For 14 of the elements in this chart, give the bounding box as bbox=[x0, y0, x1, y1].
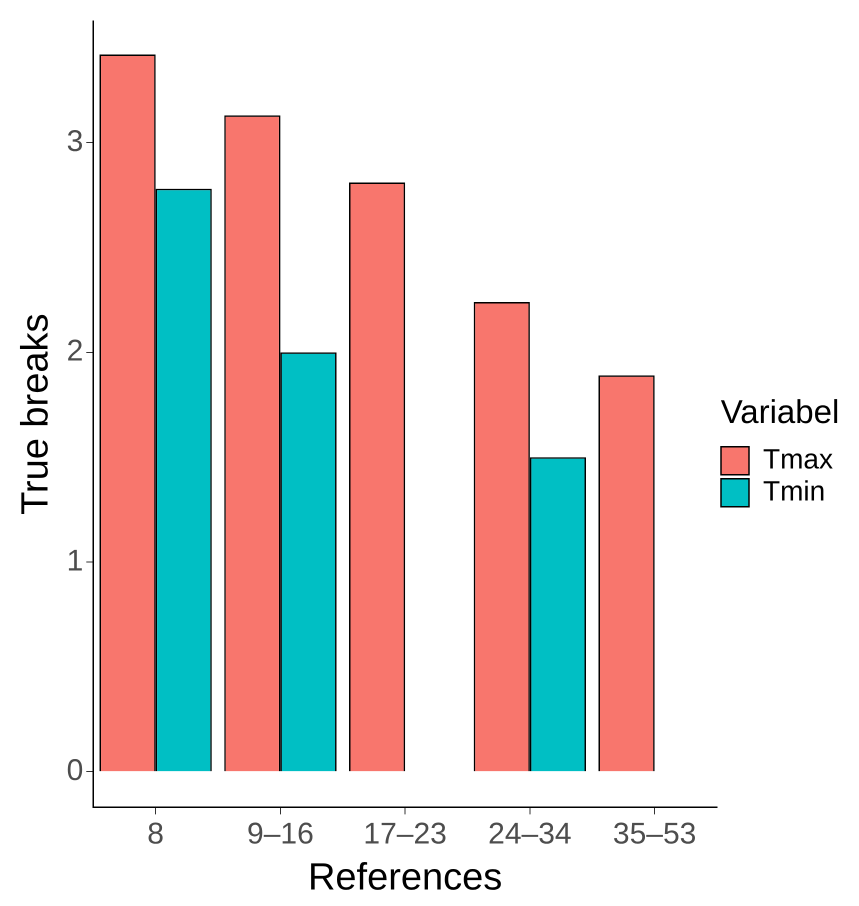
legend-title: Variabel bbox=[720, 392, 840, 430]
legend-label: Tmin bbox=[763, 476, 826, 507]
x-tick-label: 8 bbox=[147, 818, 164, 851]
x-tick-label: 17–23 bbox=[363, 818, 447, 851]
y-tick-label: 1 bbox=[66, 544, 84, 578]
legend-label: Tmax bbox=[763, 444, 833, 475]
x-tick-label: 35–53 bbox=[612, 818, 696, 851]
y-tick-label: 3 bbox=[66, 124, 84, 158]
y-tick-label: 0 bbox=[66, 754, 84, 788]
y-axis-title: True breaks bbox=[14, 314, 56, 515]
x-axis-title: References bbox=[308, 856, 502, 899]
x-tick-label: 24–34 bbox=[488, 818, 572, 851]
y-tick-label: 2 bbox=[66, 334, 84, 368]
x-tick-label: 9–16 bbox=[247, 818, 314, 851]
